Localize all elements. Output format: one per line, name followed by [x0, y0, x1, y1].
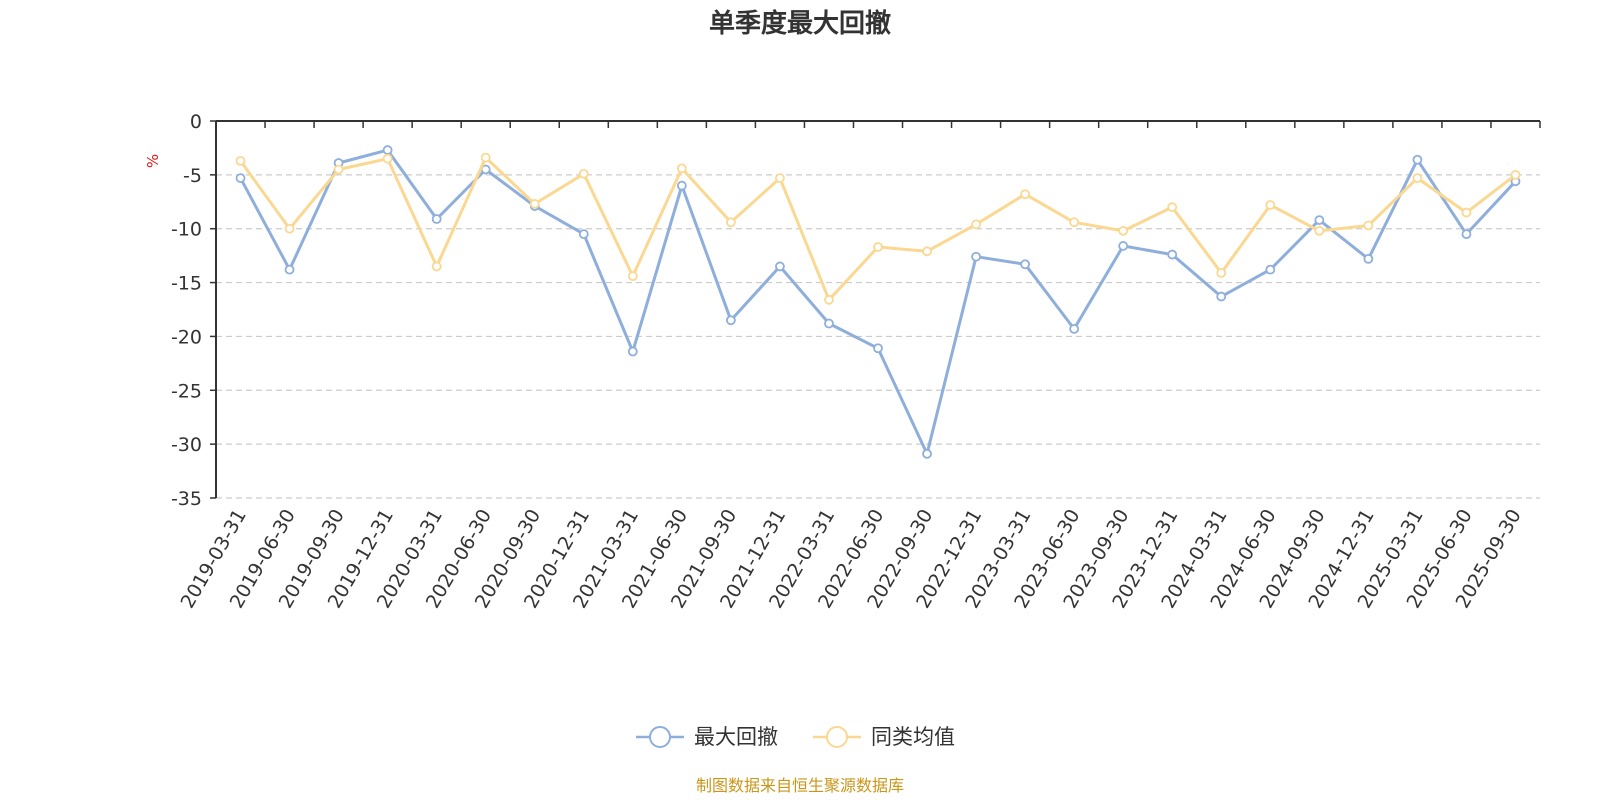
data-point [333, 164, 344, 175]
legend-marker-max-drawdown [649, 726, 671, 748]
data-point [431, 261, 442, 272]
data-point [627, 271, 638, 282]
data-point [1020, 259, 1031, 270]
data-point [627, 346, 638, 357]
y-tick-label: -25 [171, 380, 202, 402]
data-point [1363, 253, 1374, 264]
data-point [235, 173, 246, 183]
data-point [775, 173, 785, 183]
data-point [824, 294, 834, 305]
data-point [1265, 200, 1276, 210]
data-point [529, 199, 540, 209]
data-point [824, 318, 834, 329]
data-point [873, 343, 883, 354]
data-point [1412, 173, 1423, 183]
data-point [1412, 154, 1423, 165]
data-point [1118, 225, 1129, 236]
data-point [284, 223, 295, 234]
data-point [1216, 267, 1227, 278]
data-point [676, 163, 687, 174]
legend-label-peer-average: 同类均值 [871, 725, 955, 749]
data-point [1167, 249, 1178, 260]
legend-marker-peer-average [826, 726, 848, 748]
data-point [235, 155, 246, 166]
data-point [382, 153, 393, 164]
data-point [284, 264, 295, 275]
data-point [1510, 169, 1521, 180]
data-point [873, 242, 883, 252]
axes [215, 120, 1540, 498]
y-axis-ticks: 0 -5 -10 -15 -20 -25 -30 -35 [171, 111, 216, 510]
data-point [1314, 215, 1325, 225]
data-point [725, 315, 736, 326]
y-tick-label: -20 [171, 326, 202, 348]
series-lines [235, 145, 1521, 459]
data-point [1118, 241, 1129, 251]
chart-title: 单季度最大回撤 [709, 8, 891, 39]
data-point [1020, 189, 1031, 200]
data-point [431, 214, 442, 224]
data-point [971, 251, 981, 262]
y-tick-label: -30 [171, 434, 202, 456]
data-point [382, 145, 393, 155]
x-axis-ticks: 2019-03-312019-06-302019-09-302019-12-31… [177, 121, 1541, 612]
data-point [578, 229, 589, 240]
data-point [1363, 220, 1374, 231]
y-tick-label: 0 [190, 111, 202, 133]
data-point [1216, 291, 1227, 302]
y-tick-label: -10 [171, 219, 202, 241]
legend-item-max-drawdown[interactable]: 最大回撤 [636, 725, 778, 749]
data-point [775, 261, 785, 272]
legend-label-max-drawdown: 最大回撤 [694, 725, 778, 749]
data-point [971, 219, 981, 230]
y-axis-unit-label: % [144, 154, 162, 168]
legend-item-peer-average[interactable]: 同类均值 [813, 725, 955, 749]
data-point [1314, 225, 1325, 236]
legend[interactable]: 最大回撤 同类均值 [636, 725, 955, 749]
data-point [1167, 202, 1178, 213]
y-tick-label: -35 [171, 488, 202, 510]
series-line-max-drawdown [239, 148, 1517, 456]
data-point [1461, 229, 1472, 240]
data-point [922, 246, 932, 257]
data-point [1069, 323, 1080, 334]
data-point [922, 448, 932, 459]
data-point [578, 168, 589, 179]
data-point [1461, 207, 1472, 218]
data-point [1265, 264, 1276, 275]
y-tick-label: -15 [171, 273, 202, 295]
data-point [725, 217, 736, 228]
data-point [1069, 217, 1080, 228]
data-source-note: 制图数据来自恒生聚源数据库 [696, 776, 904, 795]
data-point [676, 180, 687, 191]
grid-lines [216, 174, 1540, 499]
y-tick-label: -5 [183, 165, 202, 187]
data-point [480, 152, 491, 163]
